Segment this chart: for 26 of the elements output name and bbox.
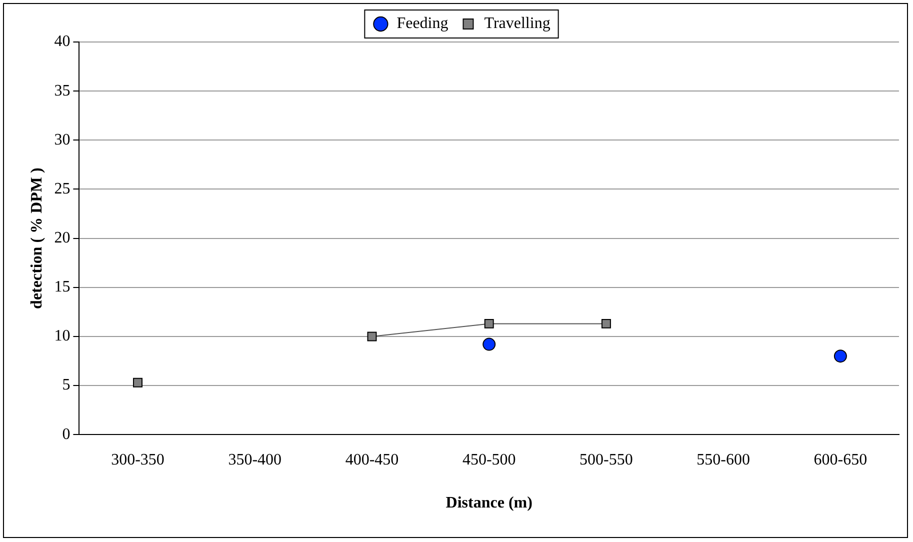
point	[133, 378, 142, 388]
y-tick-label: 40	[54, 33, 70, 50]
y-tick-label: 35	[54, 82, 70, 100]
x-tick-label: 300-350	[111, 451, 164, 468]
x-axis-title: Distance (m)	[446, 494, 532, 512]
y-axis-title: detection ( % DPM )	[28, 168, 46, 309]
x-tick-label: 550-600	[696, 451, 750, 468]
point	[484, 318, 494, 328]
y-tick-label: 20	[54, 230, 70, 247]
legend-label: Feeding	[396, 15, 448, 32]
legend-label: Travelling	[484, 15, 550, 32]
y-tick-label: 15	[54, 278, 70, 296]
x-tick-label: 350-400	[228, 451, 282, 468]
x-tick-label: 600-650	[814, 451, 868, 468]
y-tick-label: 25	[54, 180, 70, 198]
y-tick-label: 30	[54, 131, 70, 148]
x-tick-label: 400-450	[345, 451, 399, 468]
point	[834, 350, 847, 363]
y-tick-label: 0	[62, 426, 70, 443]
y-tick-label: 5	[62, 376, 70, 394]
point	[482, 338, 496, 351]
x-tick-label: 500-550	[580, 451, 633, 468]
y-tick-label: 10	[54, 328, 70, 345]
point	[601, 318, 611, 328]
point	[367, 332, 377, 342]
x-tick-label: 450-500	[462, 451, 516, 468]
